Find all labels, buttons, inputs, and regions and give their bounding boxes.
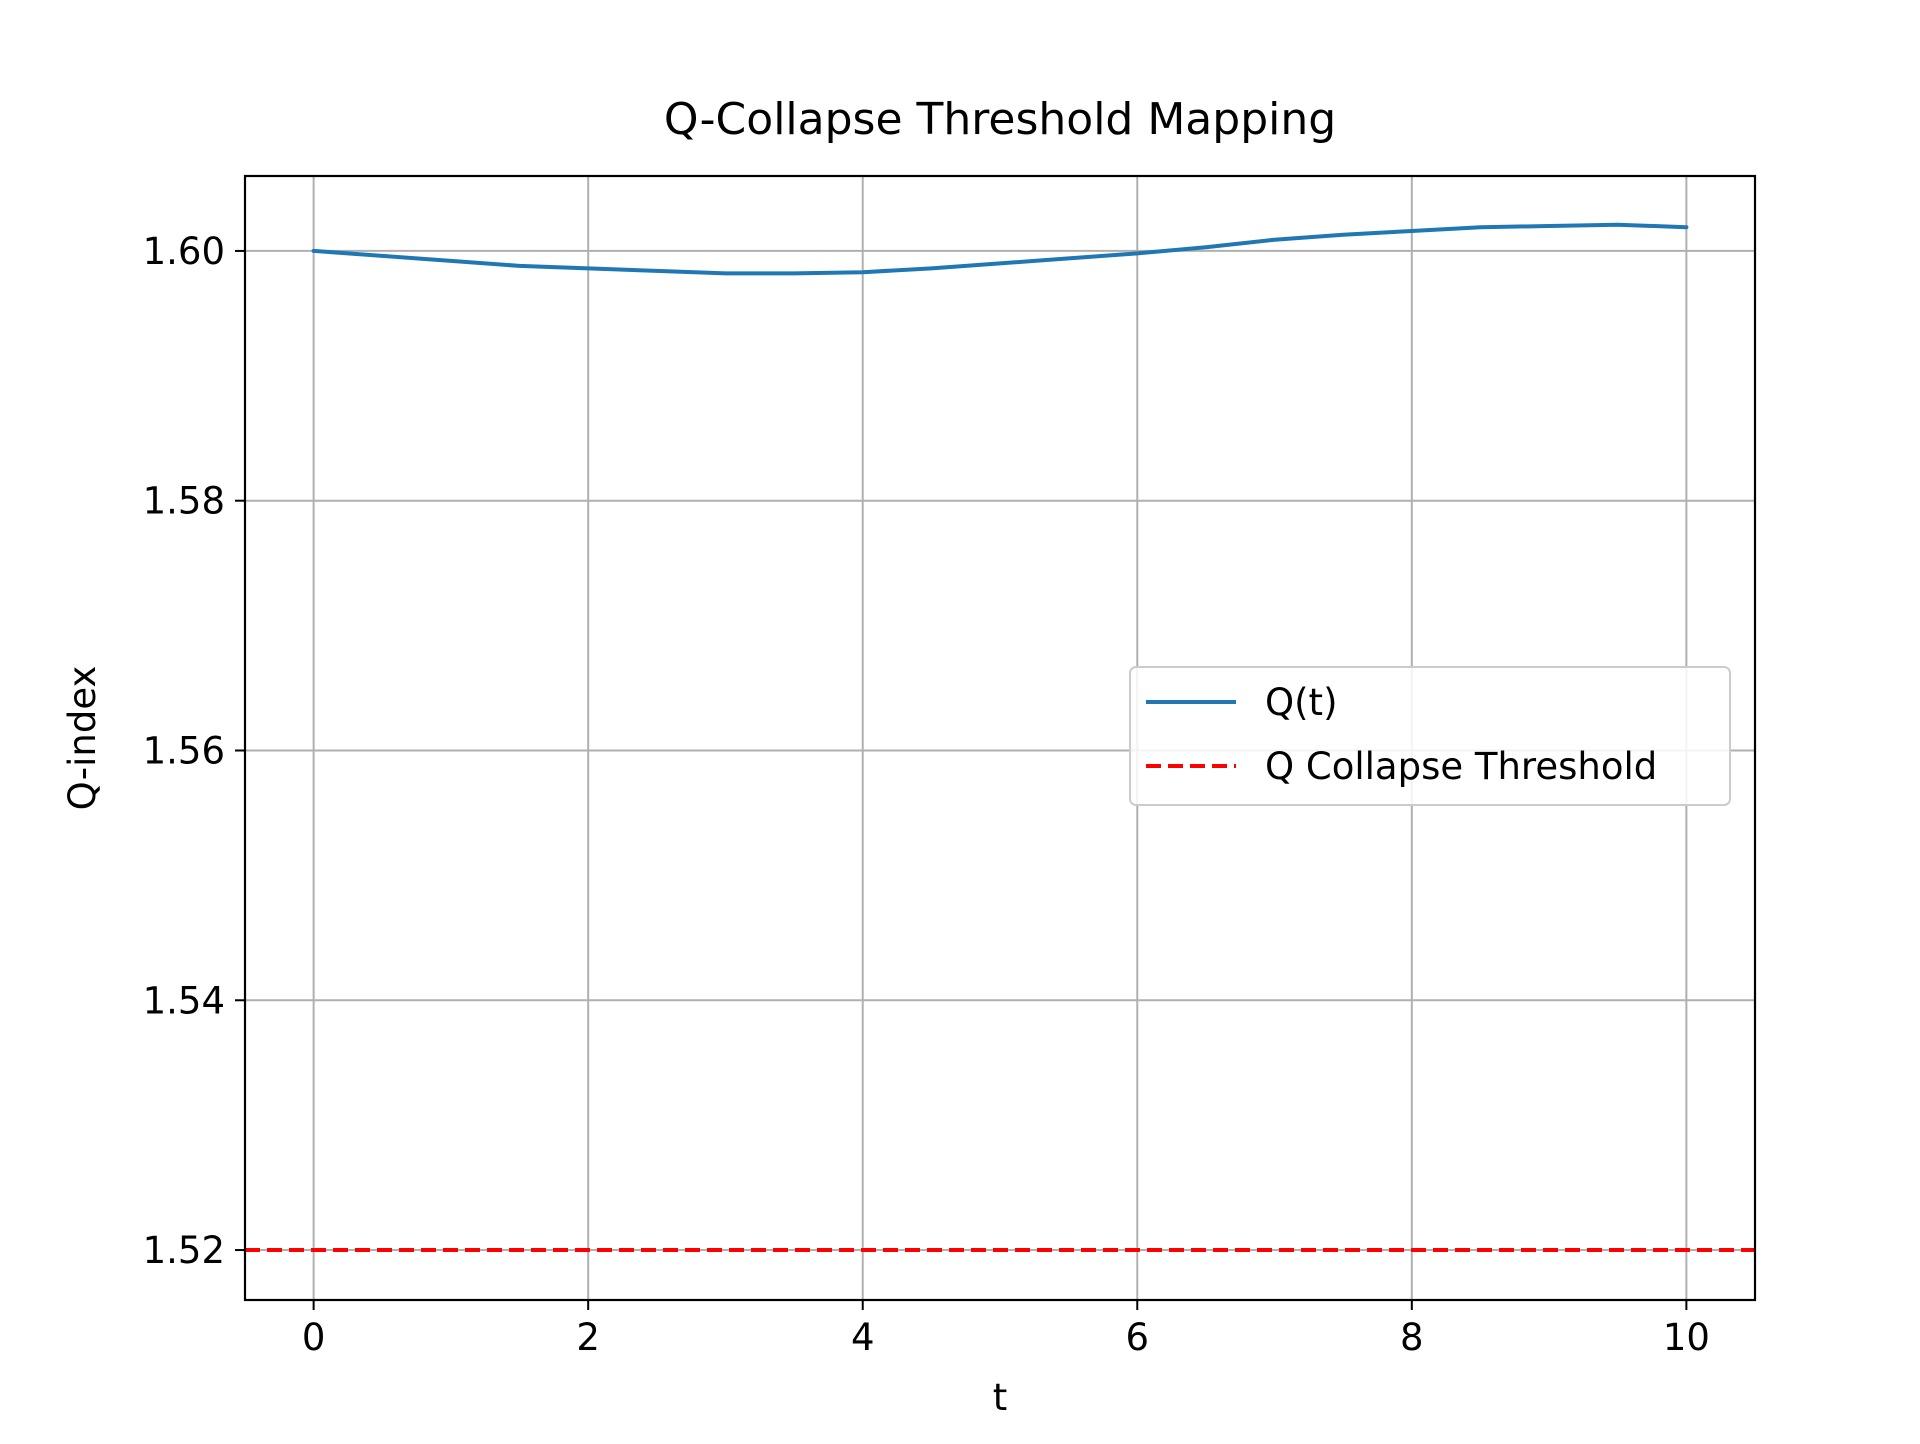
x-tick-label: 6: [1125, 1316, 1149, 1359]
legend: Q(t) Q Collapse Threshold: [1129, 666, 1731, 806]
y-tick-label: 1.60: [143, 230, 225, 273]
y-axis-label: Q-index: [61, 666, 104, 811]
x-tick-label: 2: [576, 1316, 600, 1359]
x-tick-label: 10: [1663, 1316, 1710, 1359]
series-line-1: [311, 222, 1689, 276]
plot-series: [245, 222, 1755, 1252]
y-tick-label: 1.56: [143, 729, 225, 772]
x-tick-label: 8: [1400, 1316, 1424, 1359]
x-axis-label: t: [993, 1376, 1008, 1419]
grid-lines: [245, 176, 1755, 1300]
axis-ticks: 0 2 4 6 8 10 1.52 1.54 1.56 1.58 1.60: [143, 230, 1710, 1359]
x-tick-label: 4: [851, 1316, 875, 1359]
y-tick-label: 1.54: [143, 979, 225, 1022]
y-tick-label: 1.58: [143, 480, 225, 523]
legend-label-1: Q(t): [1265, 681, 1338, 724]
chart-title: Q-Collapse Threshold Mapping: [664, 94, 1336, 145]
legend-box: [1129, 666, 1731, 806]
plot-area-frame: [243, 174, 1757, 1302]
y-tick-label: 1.52: [143, 1229, 225, 1272]
x-tick-label: 0: [302, 1316, 326, 1359]
legend-label-2: Q Collapse Threshold: [1265, 745, 1657, 788]
